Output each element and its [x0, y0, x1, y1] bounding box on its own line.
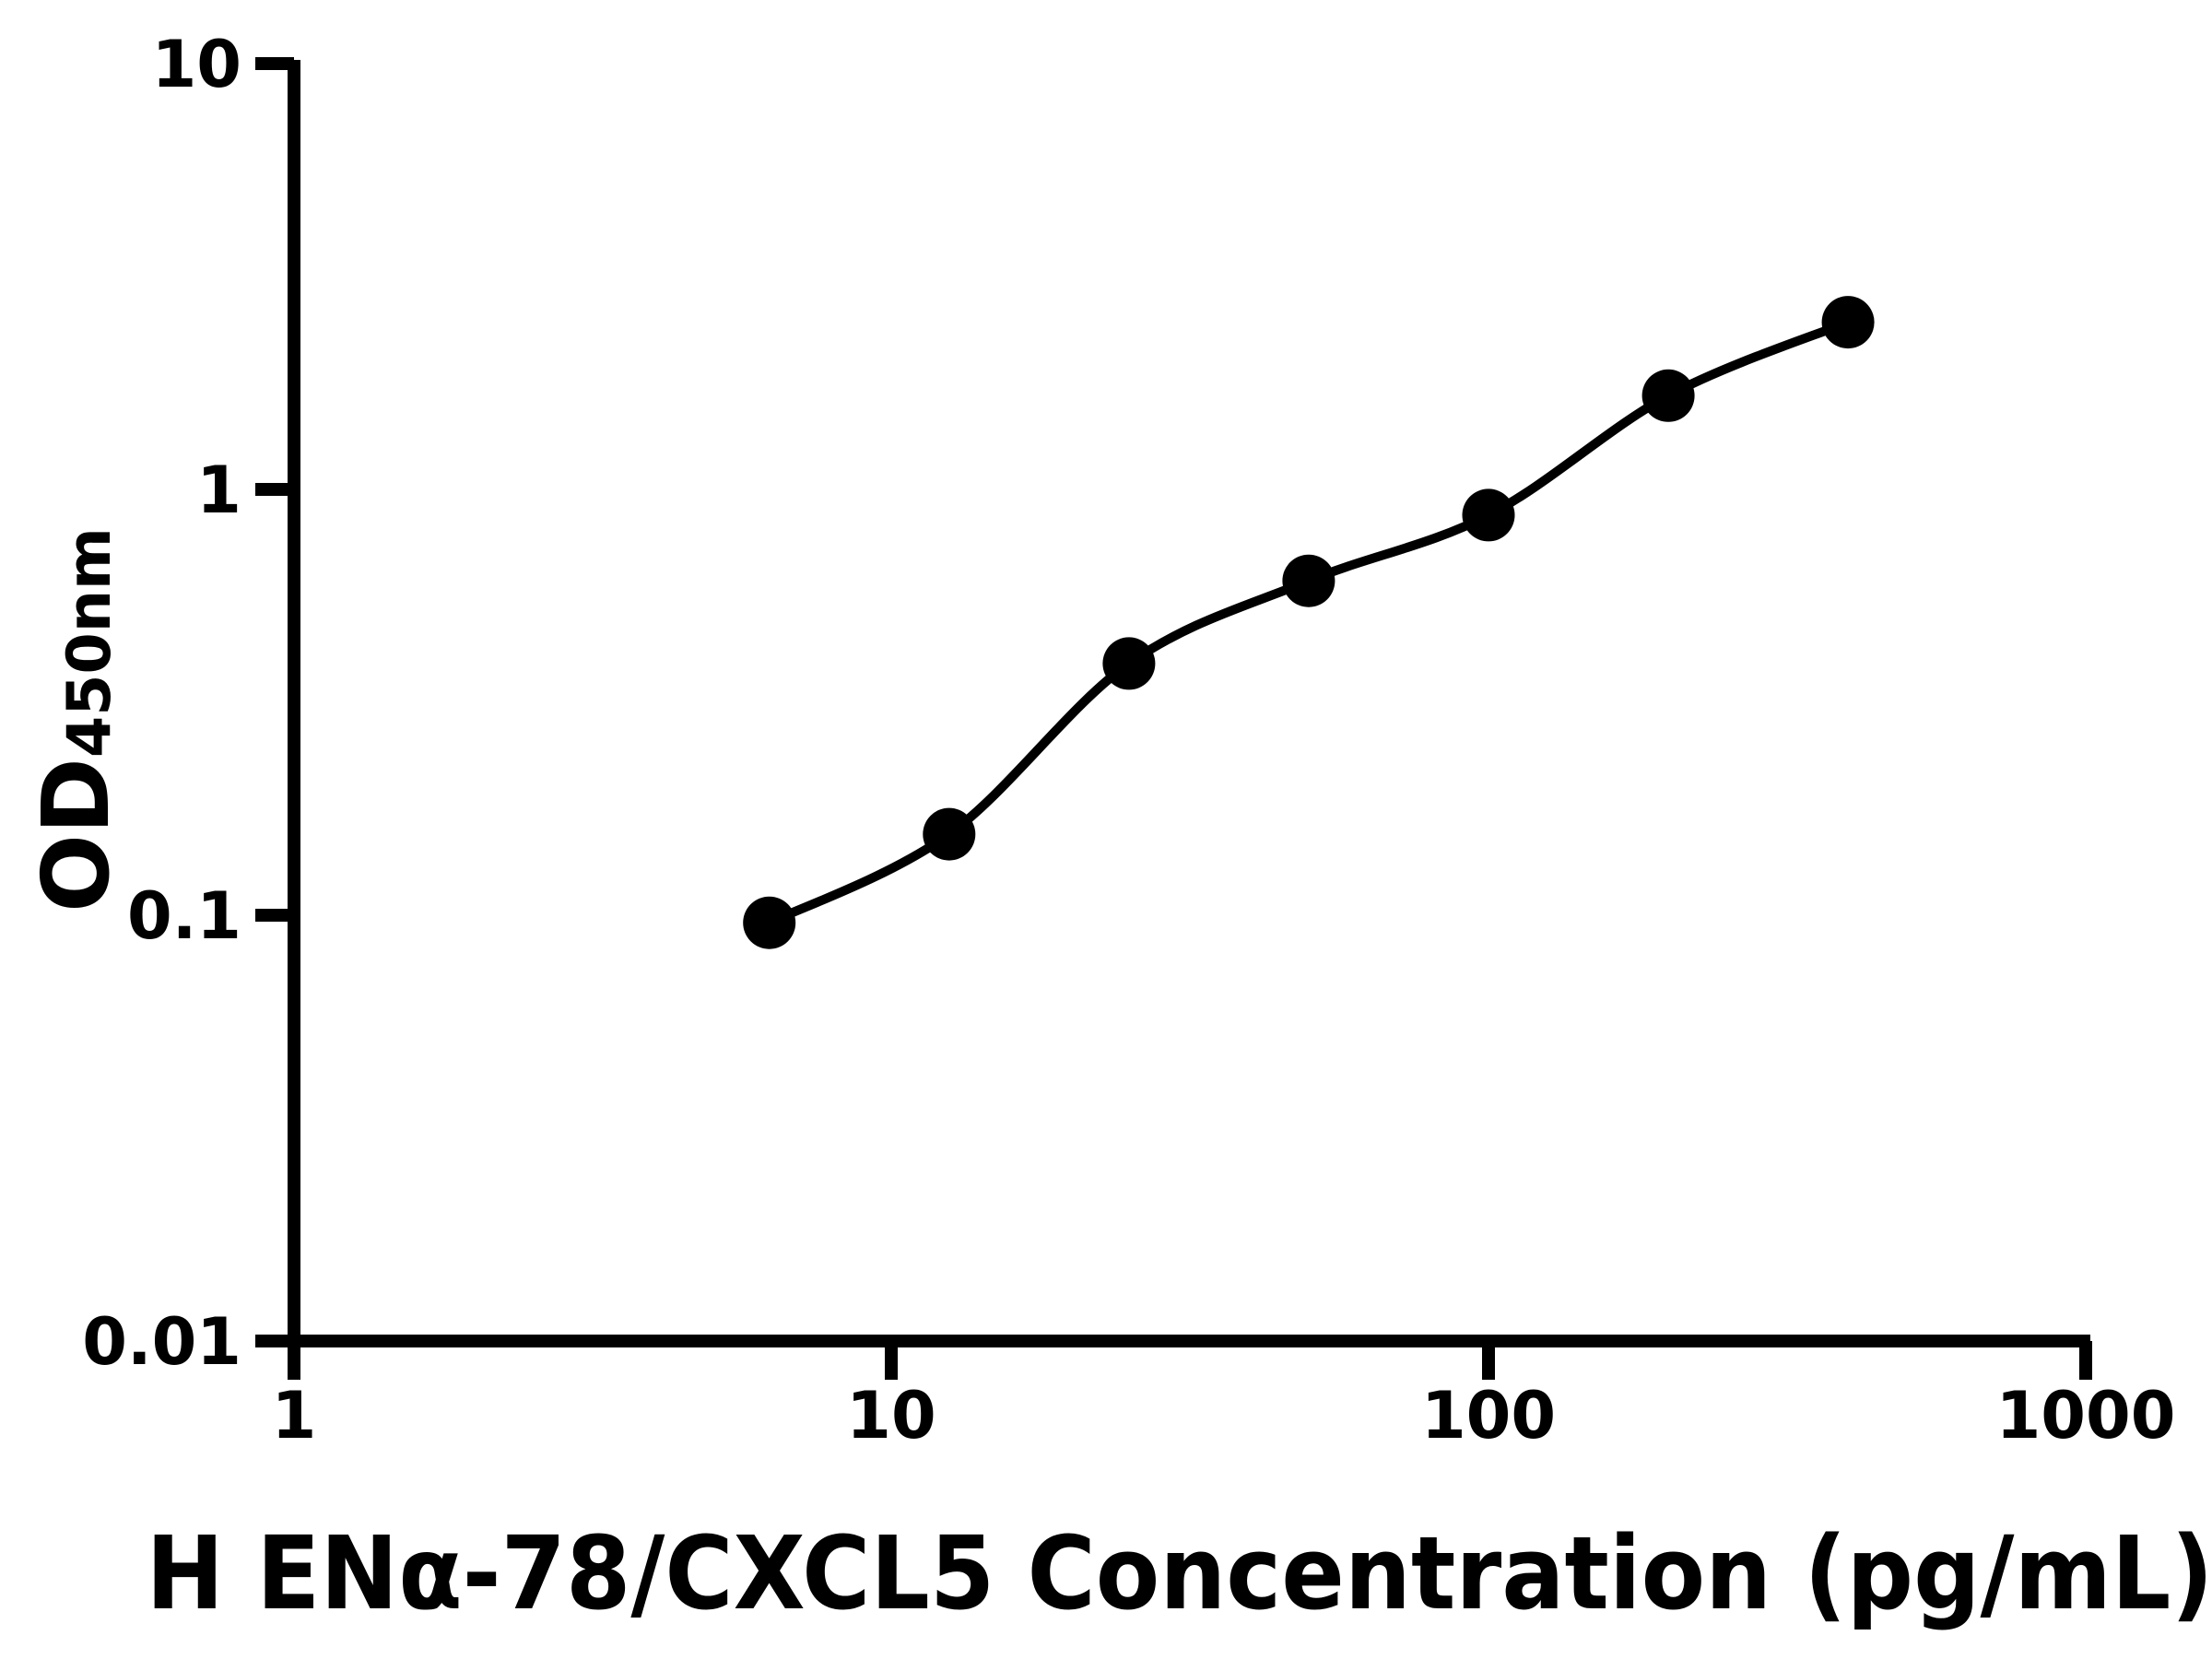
data-point-marker — [743, 896, 796, 949]
y-tick-label: 0.01 — [82, 1304, 241, 1380]
y-axis-title-main: OD — [22, 758, 130, 912]
data-point-marker — [1821, 296, 1875, 349]
x-tick-labels: 1 10 100 1000 — [272, 1378, 2176, 1453]
y-axis-title: OD450nm — [22, 527, 130, 912]
x-tick-label: 100 — [1421, 1378, 1556, 1453]
y-tick-labels: 0.01 0.1 1 10 — [82, 27, 241, 1380]
data-point-marker — [1641, 369, 1695, 422]
data-points — [743, 296, 1875, 949]
y-tick-label: 10 — [152, 27, 241, 102]
x-tick-label: 10 — [846, 1378, 935, 1453]
y-axis-title-subscript: 450nm — [55, 527, 124, 758]
data-point-marker — [1462, 488, 1515, 542]
data-point-marker — [923, 807, 976, 861]
data-point-marker — [1282, 554, 1335, 607]
x-axis-title: H ENα-78/CXCL5 Concentration (pg/mL) — [146, 1514, 2212, 1632]
y-tick-label: 0.1 — [127, 878, 241, 954]
tick-marks — [255, 57, 2092, 1380]
x-tick-label: 1 — [272, 1378, 317, 1453]
y-tick-label: 1 — [196, 453, 241, 528]
x-tick-label: 1000 — [1996, 1378, 2176, 1453]
axes — [288, 60, 2090, 1347]
data-point-marker — [1102, 637, 1156, 690]
